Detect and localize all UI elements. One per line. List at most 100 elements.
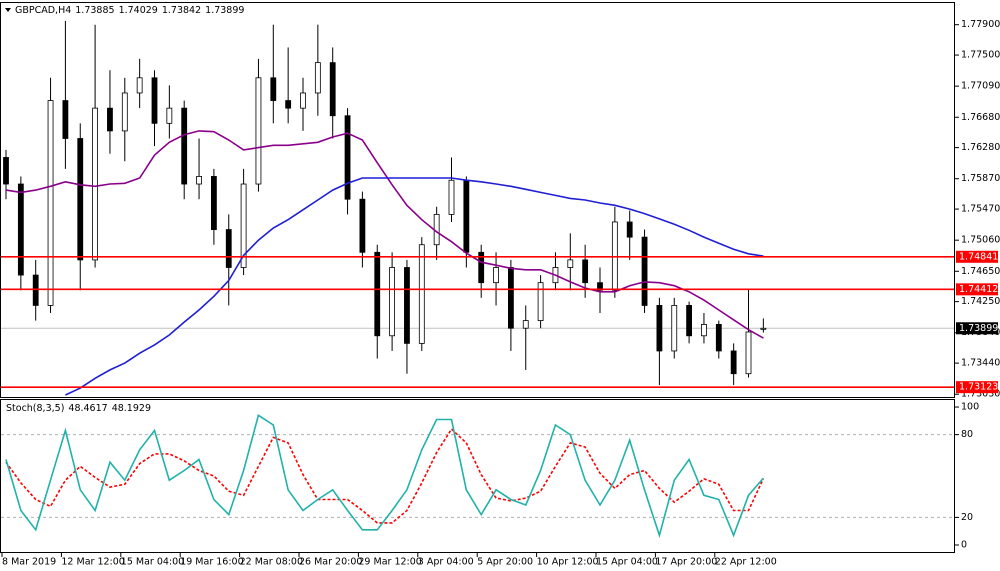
x-tick-label: 22 Mar 08:00 [240, 557, 303, 568]
candle-body [760, 327, 767, 330]
x-tick-label: 10 Apr 12:00 [537, 557, 599, 568]
candle-body [136, 77, 143, 94]
symbol: GBPCAD,H4 [15, 5, 71, 16]
candle-body [3, 157, 9, 185]
x-tick-label: 19 Mar 16:00 [180, 557, 243, 568]
y-tick-label: 1.77900 [961, 19, 1000, 30]
candle-body [255, 77, 262, 185]
current-price-box [956, 322, 998, 335]
menu-arrow[interactable] [5, 8, 11, 12]
header-high: 1.74029 [119, 5, 158, 16]
header-open: 1.73885 [75, 5, 114, 16]
y-tick-label: 1.75060 [961, 235, 1000, 246]
candle-body [567, 259, 574, 268]
candle-body [47, 100, 54, 306]
candle-body [359, 198, 366, 253]
x-tick-label: 15 Mar 04:00 [121, 557, 184, 568]
y-tick-label: 1.76680 [961, 112, 1000, 123]
x-tick-label: 22 Apr 12:00 [715, 557, 777, 568]
candle-body [537, 282, 544, 322]
stoch-line [5, 414, 765, 539]
candle-body [285, 100, 292, 109]
price-label-box [956, 283, 998, 296]
candle-body [418, 244, 425, 344]
candle-body [493, 267, 499, 284]
candle-body [77, 138, 84, 261]
x-tick-label: 17 Apr 20:00 [655, 557, 717, 568]
moving-average [5, 130, 764, 339]
candle-body [597, 282, 603, 291]
candle-body [196, 176, 202, 185]
x-tick-label: 15 Apr 04:00 [596, 557, 658, 568]
price-label: 1.73123 [959, 382, 998, 393]
candle-body [374, 251, 381, 337]
y-tick-label: 0 [961, 539, 967, 550]
candle-body [270, 77, 277, 101]
stoch-line [5, 427, 765, 524]
candle-body [329, 62, 336, 117]
x-tick-label: 5 Apr 20:00 [477, 557, 533, 568]
y-tick-label: 1.75870 [961, 173, 1000, 184]
y-tick-label: 20 [961, 512, 973, 523]
candle-body [240, 183, 247, 268]
candle-body [730, 350, 737, 375]
candle-body [121, 92, 128, 132]
candle-body [404, 267, 410, 344]
x-tick-label: 26 Mar 20:00 [299, 557, 362, 568]
candle-body [314, 62, 321, 94]
candle-body [701, 324, 707, 337]
candle-body [17, 183, 24, 276]
y-tick-label: 1.75470 [961, 204, 1000, 215]
candle-body [344, 115, 351, 200]
y-tick-label: 1.76280 [961, 142, 1000, 153]
price-label: 1.74412 [959, 284, 998, 295]
candle-body [225, 229, 232, 268]
candle-body [389, 267, 396, 337]
candle-body [626, 221, 633, 238]
x-tick-label: 29 Mar 12:00 [358, 557, 421, 568]
price-label-box [956, 381, 998, 394]
header-close: 1.73899 [205, 5, 244, 16]
candle-body [32, 274, 39, 306]
y-tick-label: 1.74650 [961, 266, 1000, 277]
stoch-signal-value: 48.1929 [112, 403, 151, 414]
candle-body [745, 331, 752, 375]
y-tick-label: 80 [961, 429, 973, 440]
candle-body [522, 320, 529, 329]
candle-body [478, 251, 485, 284]
candle-body [656, 305, 663, 352]
y-tick-label: 1.73030 [961, 389, 1000, 400]
stoch-main-value: 48.4617 [68, 403, 107, 414]
candle-body [300, 92, 306, 109]
price-label-box [956, 250, 998, 263]
y-tick-label: 100 [961, 402, 979, 413]
stoch-panel [0, 399, 955, 553]
y-tick-label: 1.74250 [961, 296, 1000, 307]
main-panel [0, 2, 955, 398]
candle-body [641, 236, 648, 306]
current-price-label: 1.73899 [959, 323, 998, 334]
candle-body [62, 100, 69, 139]
candle-body [582, 259, 589, 284]
moving-average [65, 177, 764, 396]
candle-body [507, 267, 514, 329]
candle-body [448, 179, 455, 215]
price-label: 1.74841 [959, 251, 998, 262]
candle-body [181, 107, 188, 185]
candle-body [686, 305, 692, 337]
y-tick-label: 1.73440 [961, 358, 1000, 369]
candle-body [92, 107, 98, 261]
y-tick-label: 1.77500 [961, 50, 1000, 61]
chart-header: GBPCAD,H4 1.73885 1.74029 1.73842 1.73899 [15, 5, 244, 16]
candle-body [715, 324, 722, 352]
x-tick-label: 3 Apr 04:00 [418, 557, 474, 568]
stoch-title: Stoch(8,3,5) [6, 403, 64, 414]
candle-body [151, 77, 158, 124]
y-tick-label: 1.77090 [961, 81, 1000, 92]
x-tick-label: 12 Mar 12:00 [61, 557, 124, 568]
candle-body [210, 176, 217, 230]
candle-body [463, 179, 470, 253]
candle-body [671, 305, 678, 352]
candle-body [166, 107, 173, 124]
